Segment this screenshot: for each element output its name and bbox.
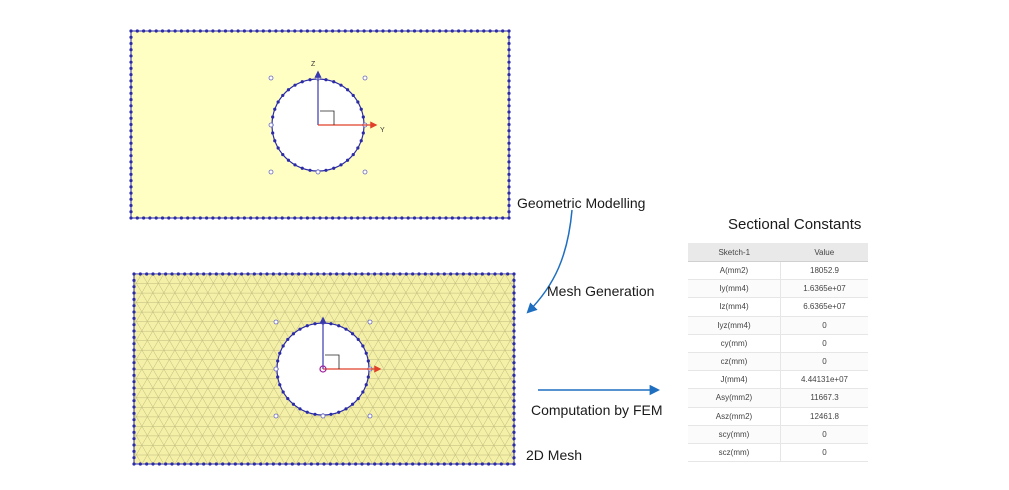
property-name: cy(mm) <box>688 334 781 353</box>
property-value: 11667.3 <box>780 388 868 408</box>
caption-mesh-generation: Mesh Generation <box>547 283 655 299</box>
property-name: Asz(mm2) <box>688 407 781 426</box>
property-value: 0 <box>780 443 868 463</box>
table-row: scz(mm) 0 <box>688 443 868 463</box>
mesh-edge-nodes <box>132 272 516 466</box>
caption-computation-by-fem: Computation by FEM <box>531 402 663 418</box>
header-sketch: Sketch-1 <box>688 243 781 262</box>
table-row: Asy(mm2) 11667.3 <box>688 388 868 408</box>
property-name: Asy(mm2) <box>688 388 781 408</box>
table-row: A(mm2) 18052.9 <box>688 261 868 281</box>
property-value: 12461.8 <box>780 407 868 426</box>
property-value: 0 <box>780 334 868 353</box>
table-row: cy(mm) 0 <box>688 334 868 353</box>
property-name: scz(mm) <box>688 443 781 463</box>
property-value: 6.6365e+07 <box>780 297 868 317</box>
mesh-axis-triad <box>319 316 382 373</box>
property-name: Iy(mm4) <box>688 279 781 299</box>
sectional-constants-table: Sketch-1 Value A(mm2) 18052.9 Iy(mm4) 1.636… <box>688 243 868 463</box>
property-name: Iyz(mm4) <box>688 316 781 335</box>
geometry-model: Z Y <box>129 29 511 220</box>
property-value: 0 <box>780 352 868 372</box>
property-value: 18052.9 <box>780 261 868 281</box>
property-name: J(mm4) <box>688 370 781 390</box>
table-row: Iy(mm4) 1.6365e+07 <box>688 279 868 299</box>
table-row: cz(mm) 0 <box>688 352 868 372</box>
plate-edge-nodes <box>129 29 511 220</box>
curved-flow-arrow <box>526 209 573 314</box>
mesh-model <box>132 272 516 466</box>
table-row: Iyz(mm4) 0 <box>688 316 868 335</box>
axis-triad: Z Y <box>311 61 385 134</box>
axis-z-label: Z <box>311 61 316 68</box>
property-name: A(mm2) <box>688 261 781 281</box>
property-value: 0 <box>780 425 868 444</box>
header-value: Value <box>780 243 868 262</box>
table-row: Iz(mm4) 6.6365e+07 <box>688 297 868 317</box>
table-row: scy(mm) 0 <box>688 425 868 444</box>
property-name: cz(mm) <box>688 352 781 372</box>
table-row: Asz(mm2) 12461.8 <box>688 407 868 426</box>
table-header-row: Sketch-1 Value <box>688 243 868 262</box>
table-row: J(mm4) 4.44131e+07 <box>688 370 868 390</box>
caption-2d-mesh: 2D Mesh <box>526 447 583 463</box>
property-value: 1.6365e+07 <box>780 279 868 299</box>
property-value: 0 <box>780 316 868 335</box>
centroid-marker <box>319 365 327 373</box>
property-name: scy(mm) <box>688 425 781 444</box>
axis-y-label: Y <box>380 127 385 134</box>
sectional-constants-title: Sectional Constants <box>728 216 862 233</box>
caption-geometric-modelling: Geometric Modelling <box>517 195 646 211</box>
property-name: Iz(mm4) <box>688 297 781 317</box>
property-value: 4.44131e+07 <box>780 370 868 390</box>
control-points <box>268 75 368 175</box>
